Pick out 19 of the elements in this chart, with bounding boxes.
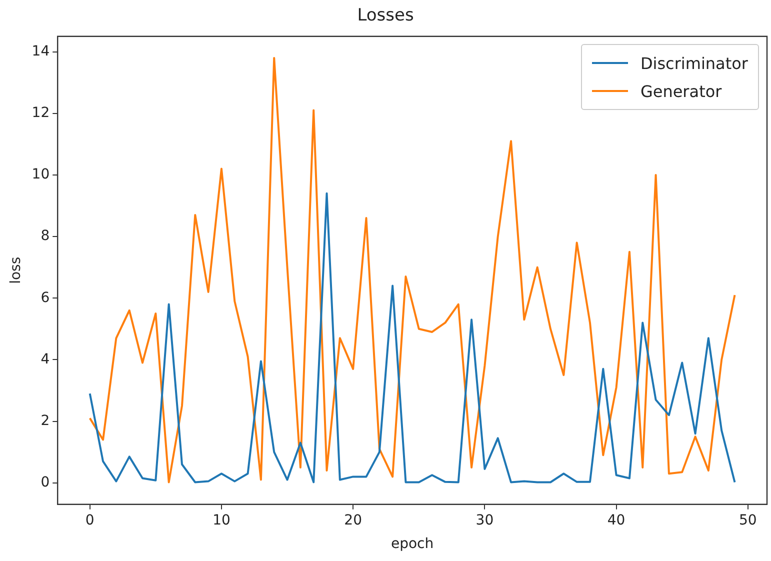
x-tick-label: 40 bbox=[607, 512, 626, 528]
y-tick-label: 4 bbox=[40, 351, 50, 368]
y-tick-label: 10 bbox=[32, 166, 50, 183]
x-tick-label: 0 bbox=[85, 512, 94, 528]
y-tick-label: 8 bbox=[40, 228, 50, 244]
x-tick-label: 50 bbox=[739, 512, 757, 528]
x-tick-label: 10 bbox=[212, 512, 230, 528]
y-tick-label: 2 bbox=[40, 412, 50, 429]
y-tick-label: 14 bbox=[32, 43, 50, 60]
y-axis-title: loss bbox=[8, 256, 24, 284]
y-tick-label: 6 bbox=[40, 290, 50, 306]
legend-label: Discriminator bbox=[640, 54, 748, 73]
y-tick-label: 0 bbox=[40, 474, 50, 490]
legend-label: Generator bbox=[640, 82, 722, 101]
x-tick-label: 20 bbox=[344, 512, 362, 528]
x-tick-label: 30 bbox=[476, 512, 494, 528]
y-tick-label: 12 bbox=[32, 105, 50, 122]
x-axis-title: epoch bbox=[390, 536, 434, 552]
chart-title: Losses bbox=[357, 6, 414, 26]
